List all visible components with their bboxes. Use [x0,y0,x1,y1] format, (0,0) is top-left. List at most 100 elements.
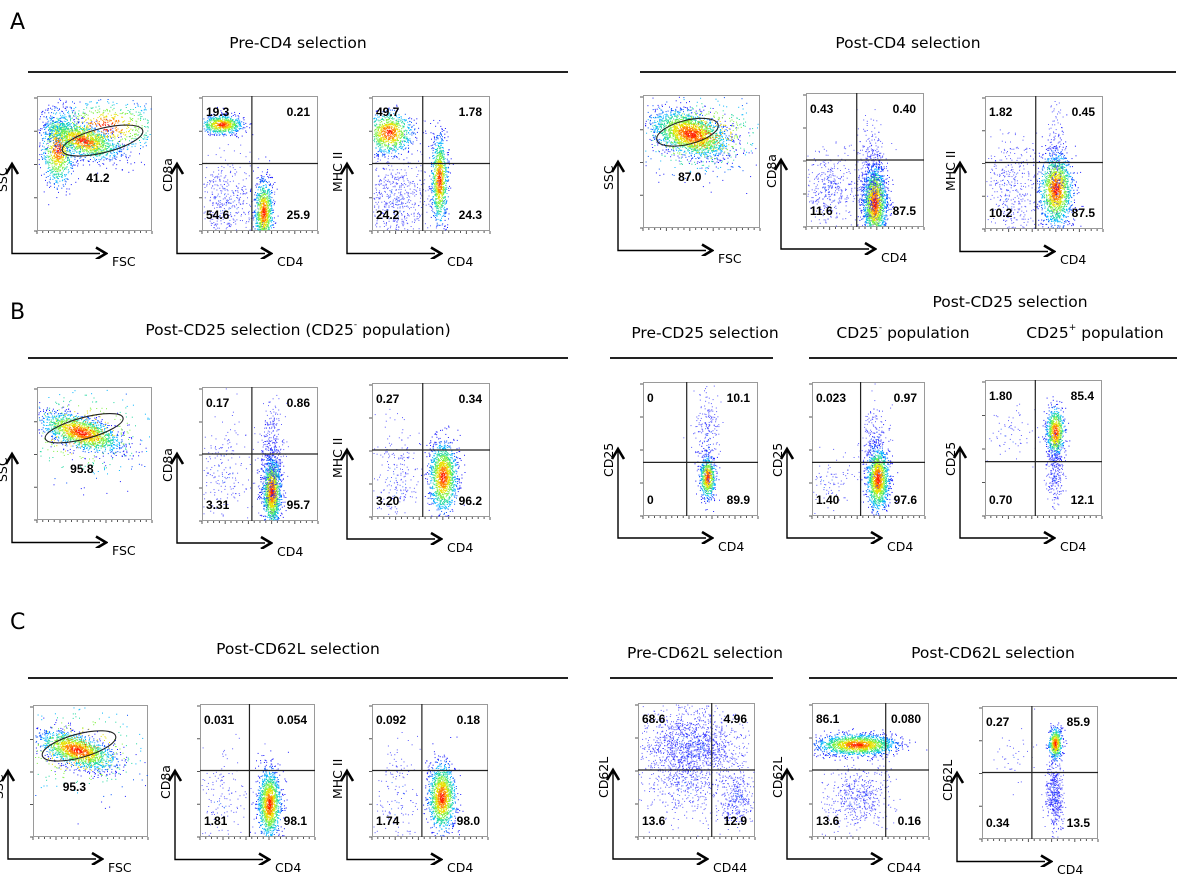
event-dot [50,154,52,156]
event-dot [61,117,63,119]
event-dot [97,138,98,140]
event-dot [214,224,216,226]
event-dot [233,205,235,207]
event-dot [62,104,64,106]
event-dot [78,152,80,154]
event-dot [65,152,67,154]
event-dot [143,118,145,120]
event-dot [137,105,139,107]
event-dot [61,132,63,134]
event-dot [61,137,63,139]
event-dot [88,147,90,149]
event-dot [73,130,75,132]
event-dot [132,109,134,110]
event-dot [209,212,211,213]
event-dot [232,192,234,194]
event-dot [73,119,75,120]
event-dot [113,131,115,133]
event-dot [74,147,76,149]
event-dot [91,121,93,123]
event-dot [49,117,51,119]
event-dot [55,180,57,182]
event-dot [113,148,115,150]
event-dot [50,133,51,135]
event-dot [84,113,86,115]
event-dot [48,155,50,157]
event-dot [69,131,71,133]
event-dot [65,144,67,146]
event-dot [120,155,122,157]
event-dot [75,142,77,144]
event-dot [204,218,206,220]
event-dot [220,124,222,126]
event-dot [264,218,266,220]
event-dot [55,174,57,176]
event-dot [215,202,217,204]
event-dot [56,135,58,137]
event-dot [84,131,86,133]
event-dot [215,123,217,125]
event-dot [222,122,223,123]
event-dot [209,124,211,126]
event-dot [272,187,273,189]
event-dot [243,193,245,195]
event-dot [392,109,393,111]
event-dot [117,145,119,147]
event-dot [262,229,264,230]
event-dot [268,222,270,224]
event-dot [49,174,51,176]
event-dot [234,130,236,132]
event-dot [125,154,127,156]
event-dot [57,119,59,121]
event-dot [107,135,108,137]
event-dot [54,106,56,108]
event-dot [63,153,65,155]
event-dot [60,165,62,166]
lymphocyte-gate[interactable] [59,119,145,163]
event-dot [203,122,205,124]
event-dot [61,142,63,144]
event-dot [54,145,56,147]
event-dot [73,123,75,125]
event-dot [70,147,72,149]
event-dot [70,124,72,126]
event-dot [114,138,116,140]
event-dot [122,112,123,114]
event-dot [268,211,270,213]
event-dot [62,170,64,172]
event-dot [63,146,65,148]
event-dot [56,139,57,141]
event-dot [259,212,261,214]
event-dot [98,152,99,154]
event-dot [106,136,108,138]
event-dot [225,116,226,118]
event-dot [219,131,221,133]
event-dot [101,151,103,153]
event-dot [73,119,75,121]
event-dot [63,168,65,170]
event-dot [266,228,267,230]
event-dot [62,156,64,158]
event-dot [103,124,105,126]
event-dot [234,206,236,208]
event-dot [120,140,121,142]
event-dot [40,149,42,151]
event-dot [265,221,267,223]
event-dot [222,218,224,220]
event-dot [213,118,215,119]
event-dot [245,131,247,133]
event-dot [58,138,59,140]
event-dot [60,152,62,154]
event-dot [65,127,67,129]
event-dot [228,207,230,209]
group-title-pre-cd62l: Pre-CD62L selection [610,644,800,662]
event-dot [120,150,122,152]
event-dot [237,130,239,132]
event-dot [70,123,72,124]
event-dot [237,121,239,123]
event-dot [264,208,266,210]
event-dot [54,124,56,126]
event-dot [266,212,268,214]
event-dot [393,140,395,142]
event-dot [391,140,393,142]
